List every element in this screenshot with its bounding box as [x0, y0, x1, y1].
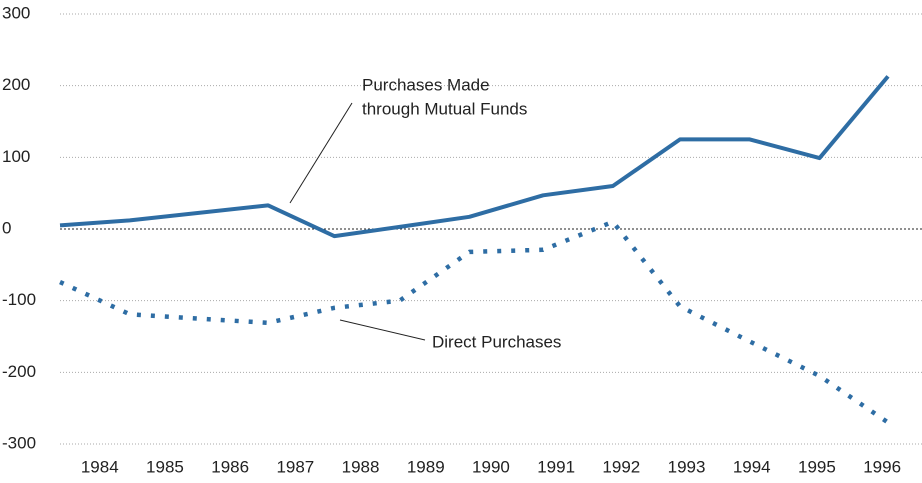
x-tick-label: 1994: [733, 457, 771, 476]
y-tick-label: -300: [2, 433, 36, 452]
y-tick-label: 100: [2, 147, 30, 166]
annotation: Purchases Made: [362, 75, 490, 94]
x-tick-label: 1996: [863, 457, 901, 476]
x-tick-label: 1985: [146, 457, 184, 476]
x-tick-label: 1986: [211, 457, 249, 476]
x-tick-label: 1987: [276, 457, 314, 476]
x-tick-label: 1993: [668, 457, 706, 476]
x-tick-label: 1990: [472, 457, 510, 476]
x-tick-label: 1989: [407, 457, 445, 476]
y-tick-label: 300: [2, 3, 30, 22]
leader-line: [339, 319, 426, 341]
y-tick-label: 200: [2, 75, 30, 94]
series-line: [59, 75, 890, 239]
x-tick-label: 1991: [537, 457, 575, 476]
y-tick-label: 0: [2, 218, 11, 237]
y-tick-label: -100: [2, 290, 36, 309]
x-tick-label: 1995: [798, 457, 836, 476]
leader-line: [289, 102, 353, 204]
y-tick-label: -200: [2, 362, 36, 381]
series-line: [59, 219, 890, 425]
x-tick-label: 1984: [81, 457, 119, 476]
annotation: through Mutual Funds: [362, 99, 527, 118]
x-tick-label: 1988: [342, 457, 380, 476]
x-tick-label: 1992: [602, 457, 640, 476]
annotation: Direct Purchases: [432, 332, 561, 351]
